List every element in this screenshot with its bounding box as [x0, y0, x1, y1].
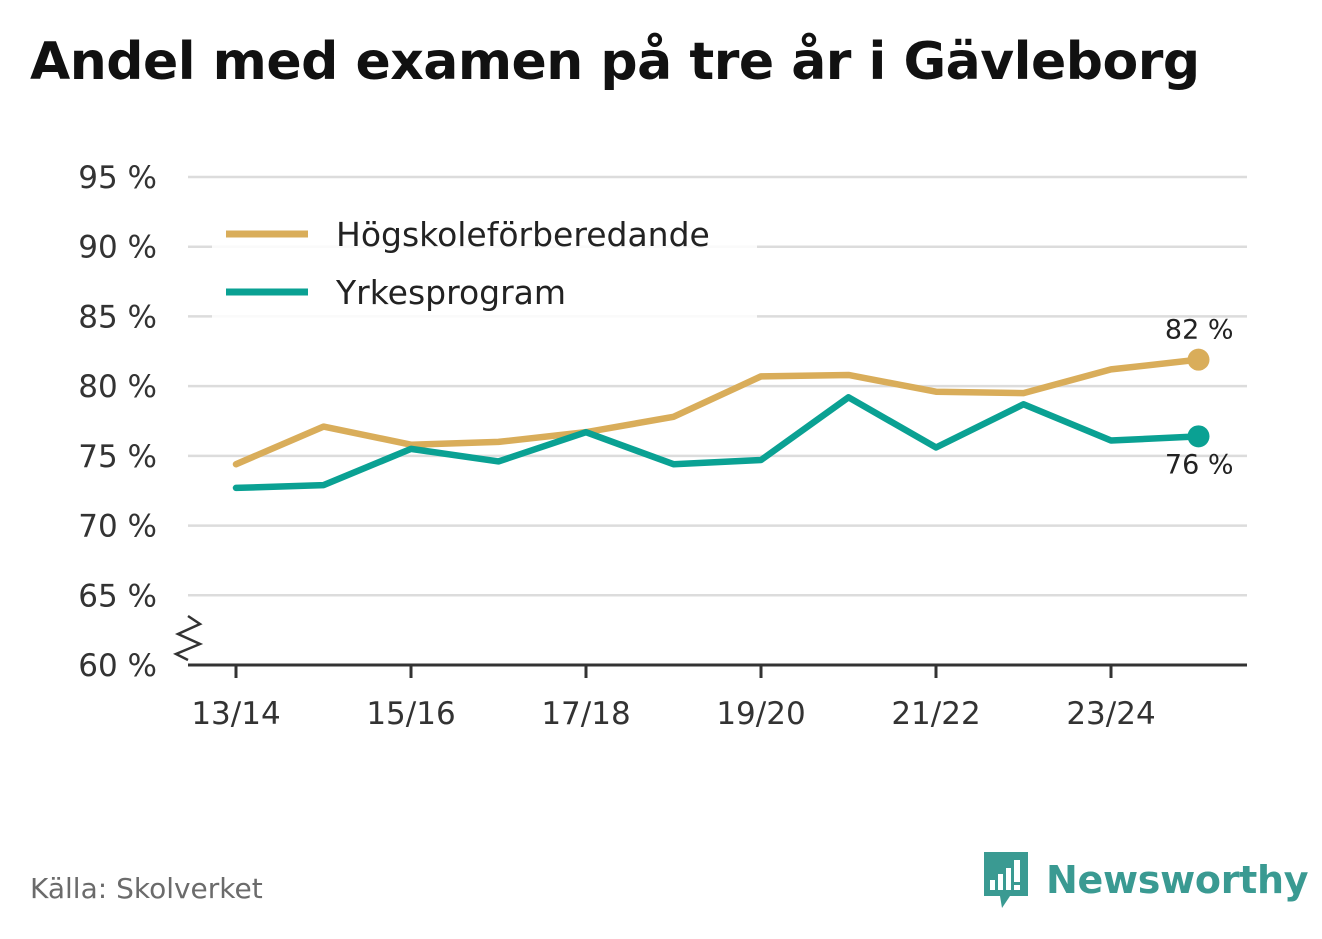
x-tick-label: 13/14 [191, 696, 280, 732]
brand-name: Newsworthy [1046, 858, 1309, 902]
y-tick-label: 90 % [78, 230, 157, 266]
line-chart: 60 % 65 % 70 % 75 % 80 % 85 % 90 % 95 % 13/14 15… [78, 160, 1247, 732]
series-lines [232, 348, 1210, 492]
end-point-1 [1187, 348, 1210, 371]
end-labels: 82 % 76 % [1165, 315, 1234, 481]
x-tick-label: 17/18 [541, 696, 630, 732]
newsworthy-logo-icon [984, 852, 1028, 908]
end-point-2 [1187, 425, 1210, 448]
y-tick-label: 80 % [78, 369, 157, 405]
legend: Högskoleförberedande Yrkesprogram [212, 205, 757, 323]
legend-background [212, 205, 757, 323]
series-line-1 [232, 356, 1202, 468]
legend-label: Yrkesprogram [335, 273, 566, 312]
x-tick-label: 19/20 [716, 696, 805, 732]
x-axis [172, 614, 1247, 667]
y-tick-label: 70 % [78, 509, 157, 545]
y-axis-ticks: 60 % 65 % 70 % 75 % 80 % 85 % 90 % 95 % [78, 160, 157, 684]
axis-break-icon [172, 614, 204, 662]
x-axis-ticks: 13/14 15/16 17/18 19/20 21/22 23/24 [191, 665, 1156, 732]
x-tick-label: 15/16 [366, 696, 455, 732]
y-tick-label: 65 % [78, 578, 157, 614]
series-line-2 [232, 394, 1202, 492]
x-tick-label: 23/24 [1066, 696, 1155, 732]
y-tick-label: 85 % [78, 299, 157, 335]
legend-label: Högskoleförberedande [336, 215, 710, 254]
chart-title: Andel med examen på tre år i Gävleborg [30, 32, 1200, 92]
x-tick-label: 21/22 [891, 696, 980, 732]
source-note: Källa: Skolverket [30, 872, 263, 905]
y-tick-label: 60 % [78, 648, 157, 684]
y-tick-label: 75 % [78, 439, 157, 475]
end-label-2: 76 % [1165, 449, 1234, 480]
end-label-1: 82 % [1165, 315, 1234, 346]
brand-logo: Newsworthy [980, 848, 1309, 912]
y-tick-label: 95 % [78, 160, 157, 196]
